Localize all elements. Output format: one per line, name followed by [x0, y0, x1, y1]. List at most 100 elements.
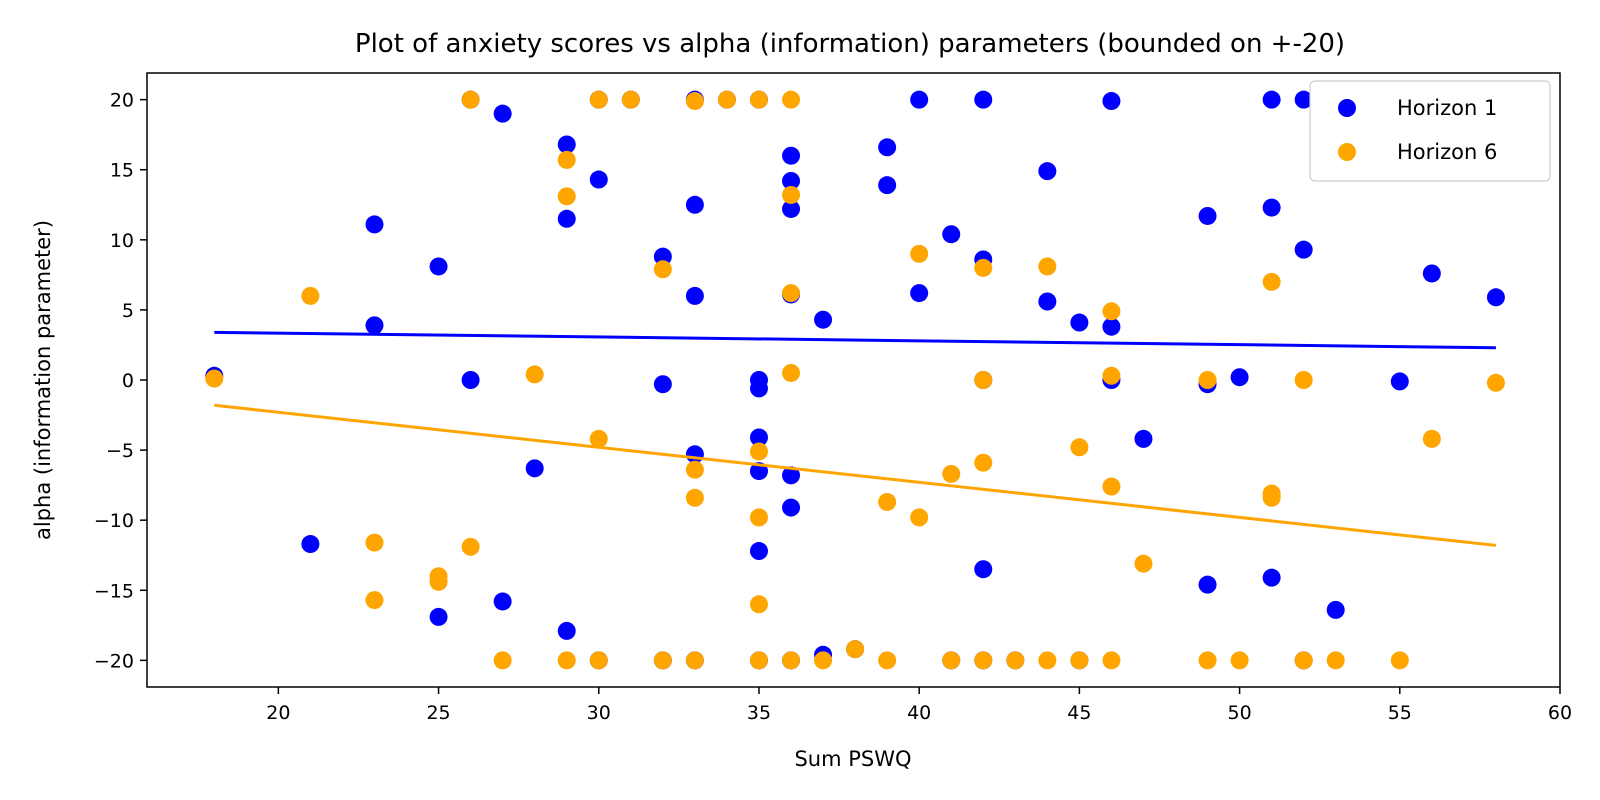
trendline-2 [214, 403, 1497, 547]
data-point [1390, 372, 1409, 391]
data-point [589, 170, 608, 189]
data-point [1422, 429, 1441, 448]
data-point [685, 651, 704, 670]
data-point [1102, 366, 1121, 385]
legend-label: Horizon 6 [1397, 140, 1497, 164]
data-point [1262, 198, 1281, 217]
data-point [653, 375, 672, 394]
data-point [749, 595, 768, 614]
x-tick-label: 50 [1227, 702, 1251, 724]
data-point [301, 535, 320, 554]
x-tick-label: 55 [1388, 702, 1412, 724]
data-point [1006, 651, 1025, 670]
data-point [461, 90, 480, 109]
data-point [1038, 292, 1057, 311]
data-point [205, 369, 224, 388]
data-point [1326, 651, 1345, 670]
x-tick-label: 20 [266, 702, 290, 724]
data-point [974, 560, 993, 579]
data-point [749, 90, 768, 109]
data-point [1134, 554, 1153, 573]
trendline-1 [214, 330, 1496, 350]
data-point [1102, 651, 1121, 670]
data-point [782, 284, 801, 303]
data-point [1230, 368, 1249, 387]
y-tick-label: −5 [106, 440, 134, 462]
data-point [878, 176, 897, 195]
data-point [1070, 438, 1089, 457]
data-point [782, 90, 801, 109]
data-point [429, 607, 448, 626]
legend: Horizon 1 Horizon 6 [1309, 80, 1551, 182]
data-point [1102, 317, 1121, 336]
data-point [1294, 371, 1313, 389]
x-tick-label: 35 [747, 702, 771, 724]
data-point [461, 537, 480, 556]
x-tick-label: 30 [587, 702, 611, 724]
data-point [814, 651, 833, 670]
data-point [878, 138, 897, 157]
y-tick-label: 20 [110, 90, 134, 112]
data-point [1262, 90, 1281, 109]
x-axis: 20 25 30 35 40 45 50 55 60 [266, 687, 1572, 724]
y-tick-label: 15 [110, 160, 134, 182]
data-point [910, 508, 929, 527]
data-point [685, 195, 704, 214]
data-point [685, 92, 704, 111]
data-point [301, 286, 320, 305]
data-point [685, 286, 704, 305]
data-point [878, 651, 897, 670]
data-point [1198, 575, 1217, 594]
data-point [1326, 600, 1345, 619]
data-point [557, 135, 576, 154]
legend-marker [1338, 143, 1356, 161]
data-point [1198, 206, 1217, 225]
data-point [974, 90, 993, 109]
y-tick-label: −10 [94, 510, 134, 532]
data-point [557, 651, 576, 670]
data-point [1038, 651, 1057, 670]
data-point [1294, 240, 1313, 259]
data-point [1230, 651, 1249, 670]
data-point [557, 150, 576, 169]
data-point [942, 225, 961, 244]
data-point [1262, 272, 1281, 291]
y-tick-label: 5 [122, 300, 134, 322]
data-point [1038, 257, 1057, 276]
data-point [910, 90, 929, 109]
data-point [782, 199, 801, 218]
data-point [1294, 90, 1313, 109]
data-point [1070, 313, 1089, 332]
data-point [621, 90, 640, 109]
data-point [1134, 429, 1153, 448]
y-axis: −20 −15 −10 −5 0 5 10 15 20 [94, 90, 147, 672]
x-tick-label: 60 [1548, 702, 1572, 724]
data-point [653, 651, 672, 670]
data-point [814, 310, 833, 329]
data-point [782, 171, 801, 190]
legend-marker [1338, 99, 1356, 117]
x-tick-label: 25 [426, 702, 450, 724]
y-tick-label: −15 [94, 580, 134, 602]
data-point [1294, 651, 1313, 670]
chart-title: Plot of anxiety scores vs alpha (informa… [355, 29, 1345, 59]
data-point [1102, 477, 1121, 496]
data-point [910, 284, 929, 303]
data-point [974, 258, 993, 277]
data-point [749, 542, 768, 561]
data-point [493, 104, 512, 123]
data-point [749, 442, 768, 461]
data-point [1390, 651, 1409, 670]
data-point [1070, 651, 1089, 670]
data-point [557, 209, 576, 228]
data-point [942, 464, 961, 483]
data-point [1262, 488, 1281, 507]
data-point [589, 429, 608, 448]
data-point [461, 371, 480, 389]
data-point [749, 428, 768, 447]
data-point [782, 466, 801, 485]
data-point [974, 651, 993, 670]
data-point [782, 185, 801, 204]
data-point [365, 591, 384, 610]
legend-label: Horizon 1 [1397, 96, 1497, 120]
